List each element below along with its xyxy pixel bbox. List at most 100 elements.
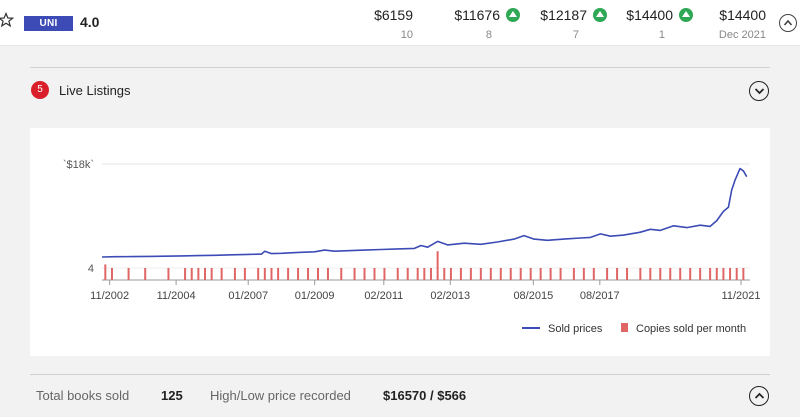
sold-prices-line bbox=[101, 167, 748, 258]
copies-sold-bar bbox=[626, 268, 629, 280]
collapse-details-button[interactable] bbox=[749, 386, 769, 406]
copies-sold-bar bbox=[396, 268, 399, 280]
x-tick-label: 11/2004 bbox=[157, 290, 196, 302]
price-history-chart: `$18k` 4 11/2002 11/2004 01/2007 01/2009 02/20… bbox=[30, 128, 770, 356]
legend-copies-sold[interactable]: Copies sold per month bbox=[636, 323, 746, 335]
grid-layer bbox=[102, 163, 750, 281]
copies-sold-bar bbox=[509, 268, 512, 280]
high-low-value: $16570 / $566 bbox=[383, 388, 467, 403]
x-tick-label: 01/2009 bbox=[295, 290, 335, 302]
copies-sold-bar bbox=[317, 268, 319, 280]
copies-sold-bar bbox=[416, 268, 419, 280]
copies-sold-bar bbox=[144, 268, 147, 280]
copies-sold-bar bbox=[263, 268, 266, 280]
copies-sold-bar bbox=[616, 268, 619, 280]
total-books-sold-label: Total books sold bbox=[36, 388, 130, 403]
x-tick-label: 08/2015 bbox=[513, 290, 553, 302]
arrow-up-circle-icon bbox=[679, 8, 693, 22]
copies-sold-bar bbox=[423, 268, 426, 280]
copies-sold-bar bbox=[353, 268, 356, 280]
arrow-up-circle-icon bbox=[593, 8, 607, 22]
copies-sold-bar bbox=[197, 268, 200, 280]
copies-sold-bar bbox=[479, 268, 482, 280]
chevron-up-icon bbox=[783, 19, 793, 26]
copies-sold-bar bbox=[735, 268, 738, 280]
copies-sold-bar bbox=[297, 268, 300, 280]
copies-sold-bar bbox=[559, 268, 562, 280]
price-column: $14400 Dec 2021 bbox=[719, 6, 766, 41]
copies-sold-bar bbox=[326, 268, 329, 280]
copies-sold-bar bbox=[127, 268, 130, 280]
price-column: $14400 1 bbox=[626, 6, 693, 41]
copies-sold-bar bbox=[649, 268, 652, 280]
sold-prices-line-layer bbox=[101, 167, 748, 258]
x-tick-label: 02/2013 bbox=[430, 290, 470, 302]
copies-sold-bar bbox=[443, 268, 446, 280]
copies-sold-bar bbox=[307, 268, 310, 280]
copies-sold-bar bbox=[572, 268, 575, 280]
copies-sold-bar bbox=[729, 268, 732, 280]
price-column: $12187 7 bbox=[540, 6, 607, 41]
collapse-row-button[interactable] bbox=[779, 14, 797, 32]
copies-sold-bar bbox=[699, 268, 702, 280]
grade-badge: UNI bbox=[24, 16, 73, 31]
chart-legend[interactable]: Sold prices Copies sold per month bbox=[522, 323, 746, 335]
copies-sold-bar bbox=[287, 268, 290, 280]
copies-sold-bar bbox=[709, 268, 712, 280]
x-tick-label: 01/2007 bbox=[228, 290, 268, 302]
copies-sold-bar bbox=[742, 268, 745, 280]
sales-date: Dec 2021 bbox=[718, 29, 766, 41]
copies-sold-bar bbox=[436, 251, 439, 280]
y-tick-label: 4 bbox=[88, 263, 94, 275]
x-tick-label: 08/2017 bbox=[580, 290, 620, 302]
price-value: $12187 bbox=[540, 7, 587, 23]
copies-sold-bar bbox=[190, 268, 193, 280]
copies-sold-bar bbox=[449, 268, 452, 280]
copies-sold-bar bbox=[592, 268, 595, 280]
grade-value: 4.0 bbox=[80, 14, 100, 30]
copies-sold-bar bbox=[270, 268, 273, 280]
copies-sold-bar bbox=[582, 268, 585, 280]
copies-sold-bar bbox=[383, 268, 386, 280]
star-outline-icon[interactable] bbox=[0, 12, 14, 28]
copies-sold-bar bbox=[204, 268, 207, 280]
price-summary-row: UNI 4.0 $6159 10 $11676 8 $12187 7 $1440… bbox=[0, 0, 800, 46]
sales-count: 8 bbox=[485, 29, 492, 41]
divider bbox=[30, 374, 770, 375]
copies-sold-bar bbox=[429, 268, 432, 280]
price-column: $6159 10 bbox=[374, 6, 413, 41]
x-tick-label: 11/2002 bbox=[90, 290, 129, 302]
price-column: $11676 8 bbox=[454, 6, 520, 41]
copies-sold-bar bbox=[243, 268, 246, 280]
copies-sold-bar bbox=[519, 268, 522, 280]
legend-bar-swatch bbox=[621, 323, 628, 332]
copies-sold-bar bbox=[233, 268, 236, 280]
axis-ticks: `$18k` 4 11/2002 11/2004 01/2007 01/2009 02/20… bbox=[63, 159, 761, 302]
expand-listings-button[interactable] bbox=[749, 81, 769, 101]
copies-sold-bar bbox=[539, 268, 542, 280]
copies-sold-bar bbox=[722, 268, 725, 280]
copies-sold-bar bbox=[210, 268, 213, 280]
price-value: $6159 bbox=[374, 7, 413, 23]
copies-sold-bar bbox=[549, 268, 552, 280]
y-tick-label: `$18k` bbox=[63, 159, 94, 171]
sales-count: 7 bbox=[572, 29, 579, 41]
copies-sold-bar bbox=[184, 268, 187, 280]
copies-sold-bar bbox=[373, 268, 376, 280]
chevron-up-icon bbox=[754, 392, 764, 399]
legend-sold-prices[interactable]: Sold prices bbox=[548, 323, 603, 335]
copies-sold-bar bbox=[363, 268, 366, 280]
arrow-up-circle-icon bbox=[506, 8, 520, 22]
divider bbox=[30, 67, 770, 68]
sales-count: 10 bbox=[400, 29, 413, 41]
listings-count-badge: 5 bbox=[31, 81, 49, 99]
copies-sold-bar bbox=[659, 268, 662, 280]
copies-sold-bar bbox=[469, 268, 472, 280]
chevron-down-icon bbox=[754, 88, 764, 95]
copies-sold-bars bbox=[104, 251, 745, 280]
live-listings-label: Live Listings bbox=[59, 83, 131, 98]
copies-sold-bar bbox=[499, 268, 502, 280]
copies-sold-bar bbox=[679, 268, 682, 280]
high-low-label: High/Low price recorded bbox=[210, 388, 351, 403]
copies-sold-bar bbox=[167, 268, 170, 280]
